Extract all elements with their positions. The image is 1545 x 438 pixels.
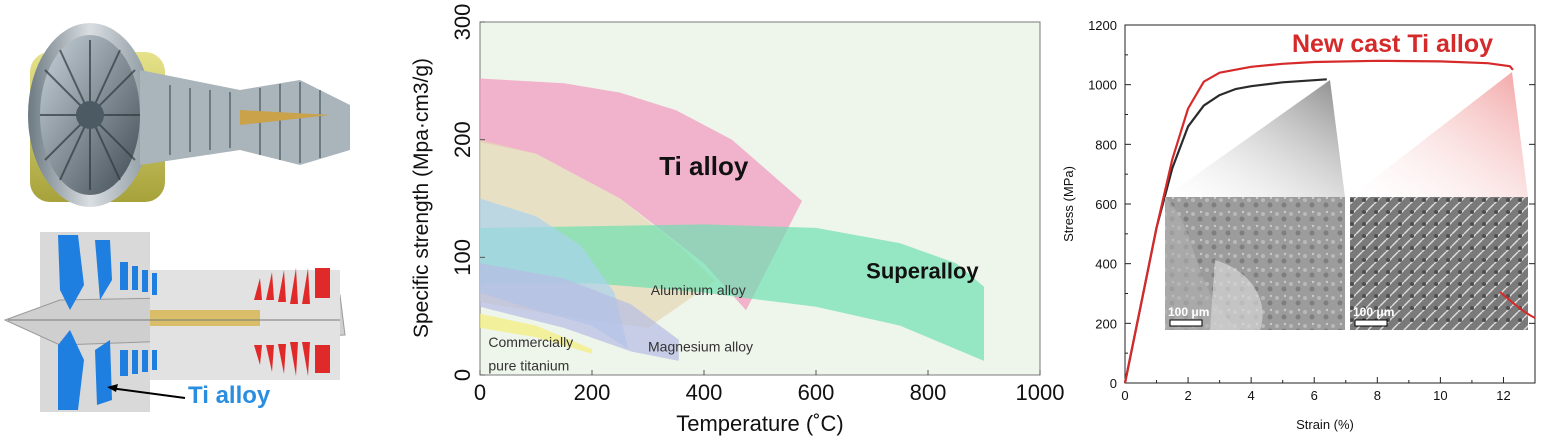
y-tick-label: 300 <box>450 4 475 41</box>
x-tick-label: 4 <box>1248 388 1255 403</box>
y-tick-label: 100 <box>450 239 475 276</box>
region-commercially-pure-titanium <box>480 313 592 354</box>
y-tick-label: 1200 <box>1088 18 1117 33</box>
zoom-wedge-conventional <box>1165 80 1345 197</box>
sem-inset-new <box>1350 197 1528 330</box>
y-tick-label: 200 <box>1095 316 1117 331</box>
x-axis-label: Temperature (˚C) <box>676 411 843 436</box>
x-tick-label: 2 <box>1184 388 1191 403</box>
series-line-new-cast-ti-alloy <box>1123 59 1514 384</box>
region-label-aluminum: Aluminum alloy <box>651 282 746 298</box>
scale-bar-right <box>1354 319 1388 327</box>
region-superalloy <box>480 224 984 361</box>
region-label-ti: Ti alloy <box>659 151 749 181</box>
region-label-superalloy: Superalloy <box>866 259 979 284</box>
engine-cross-section-image <box>3 232 346 412</box>
region-label-magnesium: Magnesium alloy <box>648 338 753 354</box>
y-tick-label: 800 <box>1095 137 1117 152</box>
x-tick-label: 0 <box>1121 388 1128 403</box>
region-magnesium-alloy <box>480 263 679 361</box>
x-tick-label: 6 <box>1311 388 1318 403</box>
new-alloy-label: New cast Ti alloy <box>1292 30 1493 58</box>
x-tick-label: 0 <box>474 380 486 405</box>
scale-bar-left <box>1169 319 1203 327</box>
axis-ticks: 0 200 400 600 800 1000 0 100 200 300 <box>450 4 1064 405</box>
x-tick-label: 800 <box>910 380 947 405</box>
x-tick-label: 400 <box>686 380 723 405</box>
new-alloy-tail <box>1499 291 1536 319</box>
x-tick-label: 8 <box>1374 388 1381 403</box>
zoom-wedge-new <box>1350 72 1528 197</box>
stress-strain-chart: 0 2 4 6 8 10 12 0 200 400 600 800 1000 1200 100 μm 10… <box>1061 18 1536 432</box>
y-tick-label: 1000 <box>1088 78 1117 93</box>
x-tick-label: 200 <box>574 380 611 405</box>
y-tick-label: 0 <box>450 369 475 381</box>
axis-ticks: 0 2 4 6 8 10 12 0 200 400 600 800 1000 1200 <box>1088 18 1536 403</box>
series-layer <box>1123 59 1514 384</box>
x-tick-label: 1000 <box>1016 380 1065 405</box>
specific-strength-chart: 0 200 400 600 800 1000 0 100 200 300 Ti alloy Sup… <box>410 4 1064 436</box>
region-label-cp-ti-line2: pure titanium <box>488 357 569 373</box>
scale-bar-left-label: 100 μm <box>1168 305 1209 319</box>
ti-alloy-label: Ti alloy <box>188 382 271 409</box>
x-tick-label: 10 <box>1433 388 1447 403</box>
x-axis-label: Strain (%) <box>1296 417 1354 432</box>
engine-cutaway-image <box>28 23 350 207</box>
y-axis-label: Stress (MPa) <box>1061 166 1076 242</box>
x-tick-label: 12 <box>1496 388 1510 403</box>
y-tick-label: 0 <box>1110 376 1117 391</box>
y-tick-label: 600 <box>1095 197 1117 212</box>
scale-bar-right-label: 100 μm <box>1353 305 1394 319</box>
y-axis-label: Specific strength (Mpa·cm3/g) <box>410 58 433 338</box>
y-tick-label: 400 <box>1095 257 1117 272</box>
x-tick-label: 600 <box>798 380 835 405</box>
region-layer <box>480 78 984 361</box>
region-label-cp-ti-line1: Commercially <box>488 334 573 350</box>
ti-pointer-arrow <box>109 387 186 399</box>
y-tick-label: 200 <box>450 121 475 158</box>
